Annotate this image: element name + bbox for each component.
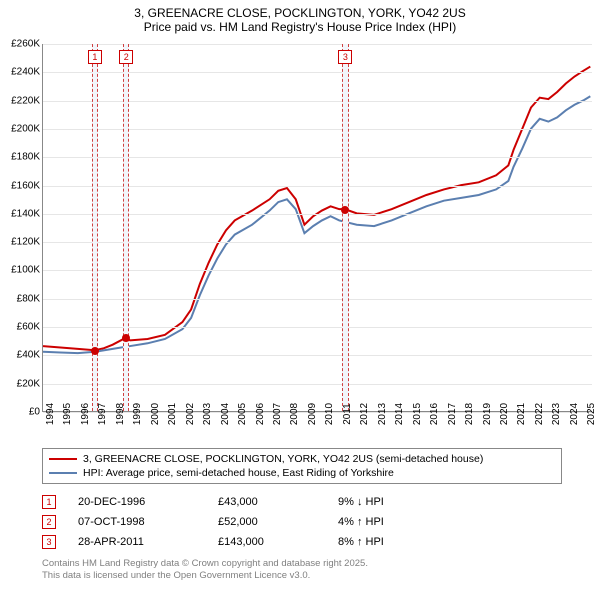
xtick-label: 2006 xyxy=(255,403,266,425)
xtick-label: 1994 xyxy=(45,403,56,425)
sale-point xyxy=(91,347,99,355)
xtick-label: 2020 xyxy=(499,403,510,425)
ytick-label: £240K xyxy=(11,67,40,78)
sales-delta: 9% ↓ HPI xyxy=(338,496,438,508)
xtick-label: 2010 xyxy=(324,403,335,425)
sales-row: 3 28-APR-2011 £143,000 8% ↑ HPI xyxy=(42,532,562,552)
xtick-label: 2019 xyxy=(482,403,493,425)
ytick-label: £260K xyxy=(11,39,40,50)
ytick-label: £60K xyxy=(17,322,40,333)
event-band xyxy=(92,44,98,411)
sale-point xyxy=(341,206,349,214)
sales-marker: 2 xyxy=(42,515,56,529)
chart-marker-label: 2 xyxy=(119,50,133,64)
xtick-label: 1998 xyxy=(115,403,126,425)
xtick-label: 2004 xyxy=(220,403,231,425)
footer-line-2: This data is licensed under the Open Gov… xyxy=(42,570,368,582)
sales-table: 1 20-DEC-1996 £43,000 9% ↓ HPI 2 07-OCT-… xyxy=(42,492,562,552)
xtick-label: 2025 xyxy=(586,403,597,425)
ytick-label: £20K xyxy=(17,378,40,389)
ytick-label: £80K xyxy=(17,293,40,304)
xtick-label: 2013 xyxy=(377,403,388,425)
xtick-label: 2005 xyxy=(237,403,248,425)
xtick-label: 1997 xyxy=(97,403,108,425)
xtick-label: 2016 xyxy=(429,403,440,425)
xtick-label: 2007 xyxy=(272,403,283,425)
xtick-label: 2000 xyxy=(150,403,161,425)
chart-container: 3, GREENACRE CLOSE, POCKLINGTON, YORK, Y… xyxy=(0,0,600,590)
sales-date: 28-APR-2011 xyxy=(78,536,218,548)
title-line-2: Price paid vs. HM Land Registry's House … xyxy=(0,20,600,34)
xtick-label: 2023 xyxy=(551,403,562,425)
chart-marker-label: 3 xyxy=(338,50,352,64)
sales-marker: 1 xyxy=(42,495,56,509)
legend-swatch xyxy=(49,458,77,460)
event-band xyxy=(123,44,129,411)
sales-delta: 4% ↑ HPI xyxy=(338,516,438,528)
legend-label: HPI: Average price, semi-detached house,… xyxy=(83,467,394,479)
ytick-label: £120K xyxy=(11,237,40,248)
xtick-label: 2014 xyxy=(394,403,405,425)
legend-row: 3, GREENACRE CLOSE, POCKLINGTON, YORK, Y… xyxy=(49,452,555,466)
ytick-label: £200K xyxy=(11,123,40,134)
ytick-label: £40K xyxy=(17,350,40,361)
sales-row: 1 20-DEC-1996 £43,000 9% ↓ HPI xyxy=(42,492,562,512)
footer-text: Contains HM Land Registry data © Crown c… xyxy=(42,558,368,582)
sale-point xyxy=(122,334,130,342)
xtick-label: 2009 xyxy=(307,403,318,425)
xtick-label: 2024 xyxy=(569,403,580,425)
ytick-label: £180K xyxy=(11,152,40,163)
xtick-label: 2011 xyxy=(342,403,353,425)
legend-label: 3, GREENACRE CLOSE, POCKLINGTON, YORK, Y… xyxy=(83,453,483,465)
sales-price: £143,000 xyxy=(218,536,338,548)
xtick-label: 1999 xyxy=(132,403,143,425)
ytick-label: £140K xyxy=(11,208,40,219)
ytick-label: £100K xyxy=(11,265,40,276)
xtick-label: 2001 xyxy=(167,403,178,425)
xtick-label: 2018 xyxy=(464,403,475,425)
chart-marker-label: 1 xyxy=(88,50,102,64)
event-band xyxy=(342,44,348,411)
legend-box: 3, GREENACRE CLOSE, POCKLINGTON, YORK, Y… xyxy=(42,448,562,484)
sales-delta: 8% ↑ HPI xyxy=(338,536,438,548)
xtick-label: 2003 xyxy=(202,403,213,425)
xtick-label: 2008 xyxy=(289,403,300,425)
sales-date: 07-OCT-1998 xyxy=(78,516,218,528)
ytick-label: £0 xyxy=(29,407,40,418)
xtick-label: 1996 xyxy=(80,403,91,425)
xtick-label: 2021 xyxy=(516,403,527,425)
sales-price: £52,000 xyxy=(218,516,338,528)
chart-plot-area: 1 2 3 xyxy=(42,44,592,412)
xtick-label: 2012 xyxy=(359,403,370,425)
xtick-label: 2022 xyxy=(534,403,545,425)
sales-row: 2 07-OCT-1998 £52,000 4% ↑ HPI xyxy=(42,512,562,532)
title-line-1: 3, GREENACRE CLOSE, POCKLINGTON, YORK, Y… xyxy=(0,6,600,20)
sales-price: £43,000 xyxy=(218,496,338,508)
ytick-label: £220K xyxy=(11,95,40,106)
title-block: 3, GREENACRE CLOSE, POCKLINGTON, YORK, Y… xyxy=(0,0,600,36)
sales-date: 20-DEC-1996 xyxy=(78,496,218,508)
sales-marker: 3 xyxy=(42,535,56,549)
xtick-label: 2002 xyxy=(185,403,196,425)
legend-swatch xyxy=(49,472,77,474)
legend-row: HPI: Average price, semi-detached house,… xyxy=(49,466,555,480)
xtick-label: 2015 xyxy=(412,403,423,425)
footer-line-1: Contains HM Land Registry data © Crown c… xyxy=(42,558,368,570)
xtick-label: 1995 xyxy=(62,403,73,425)
ytick-label: £160K xyxy=(11,180,40,191)
xtick-label: 2017 xyxy=(447,403,458,425)
